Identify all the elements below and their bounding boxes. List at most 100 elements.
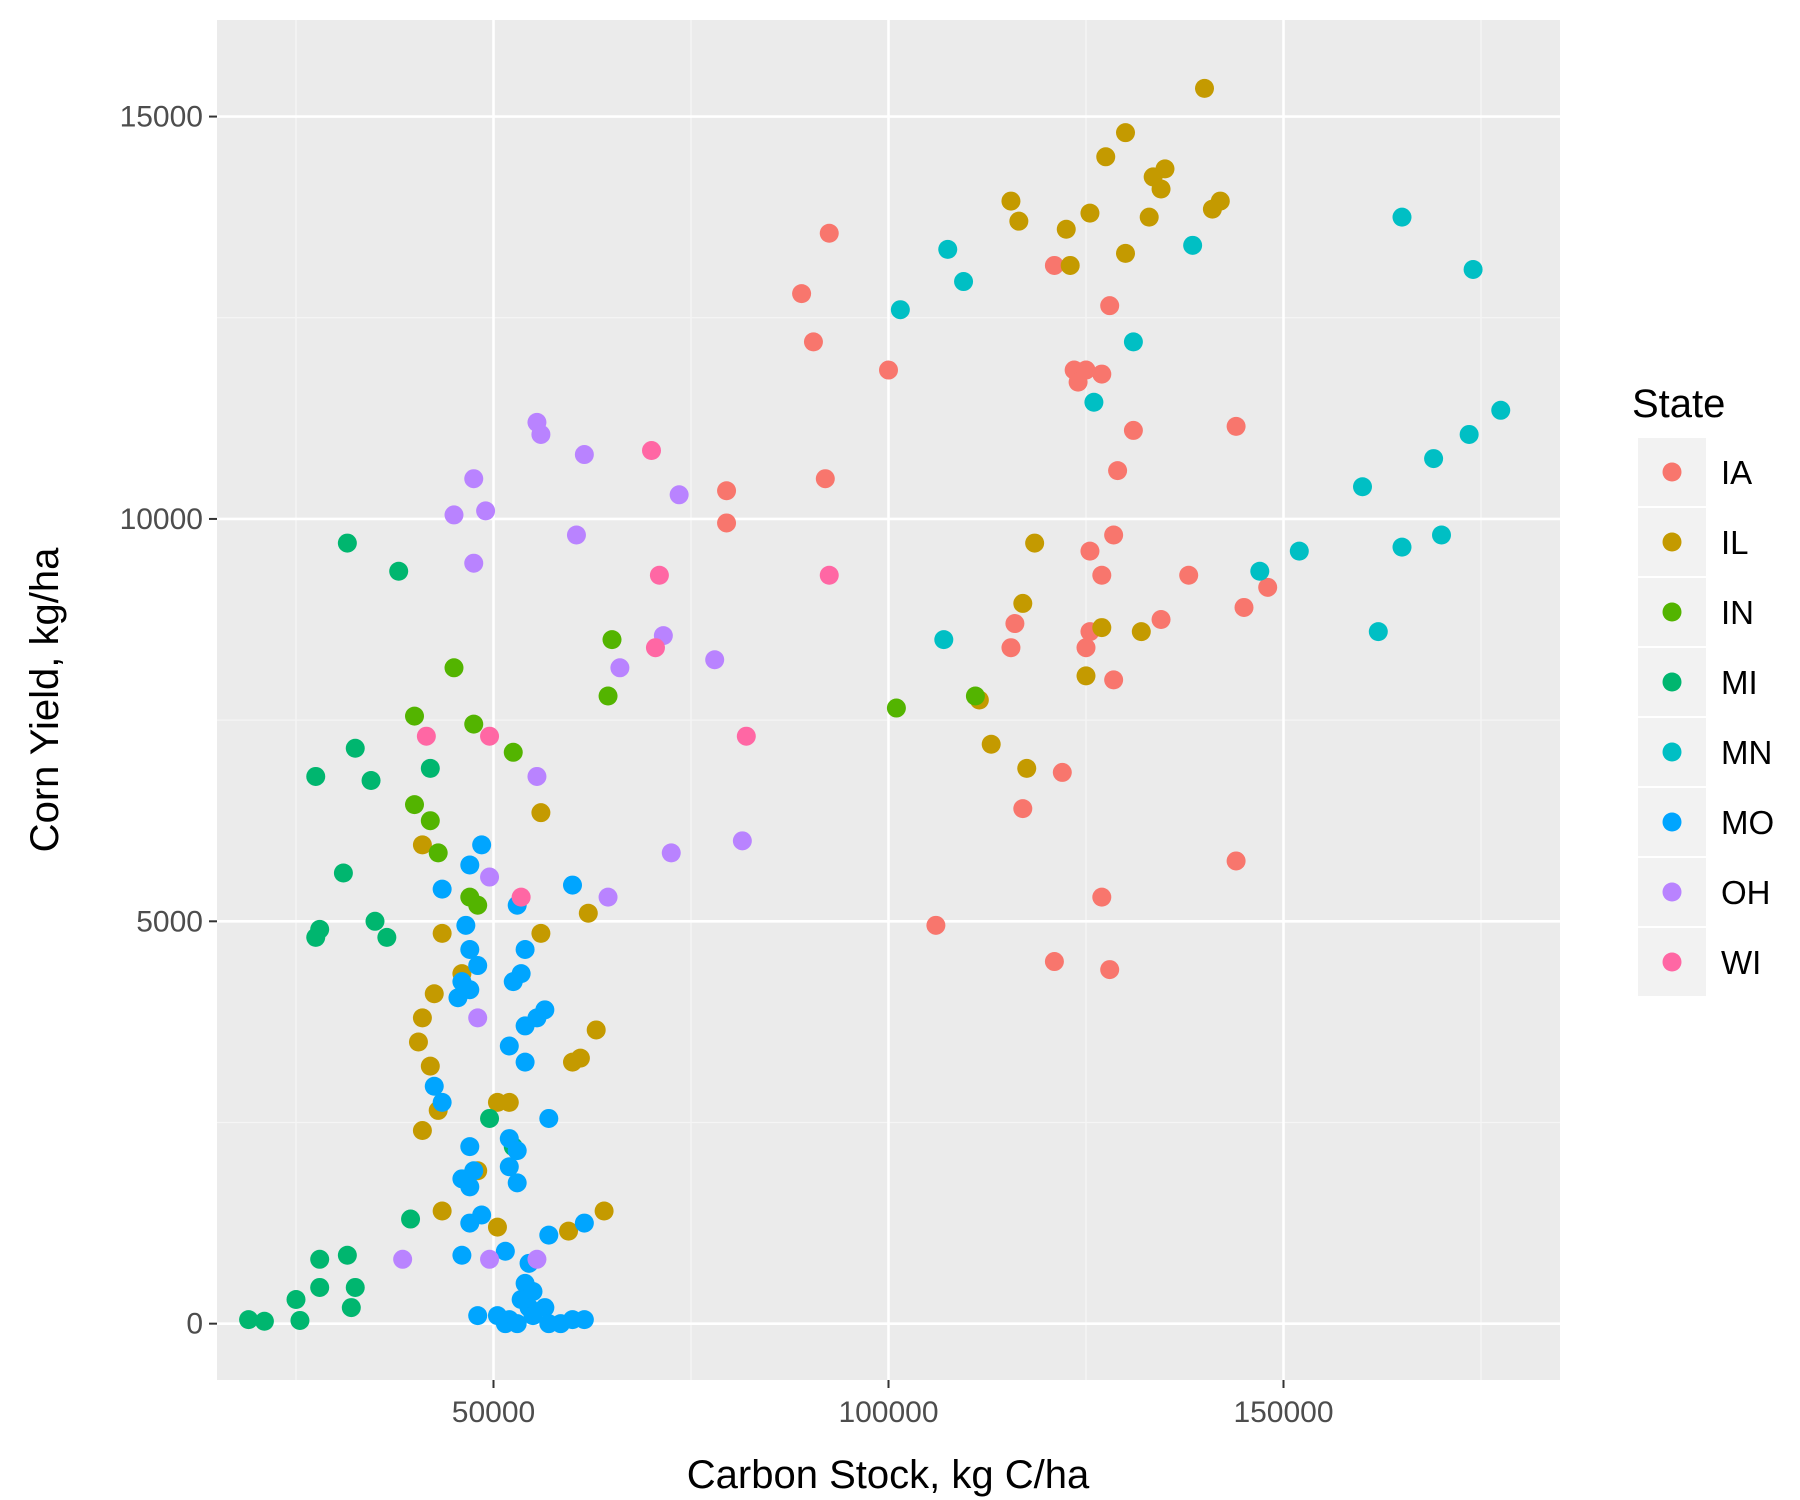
data-point: [507, 1173, 527, 1193]
data-point: [1076, 666, 1096, 686]
data-point: [480, 867, 500, 887]
data-point: [661, 843, 681, 863]
data-point: [468, 1008, 488, 1028]
data-point: [717, 513, 737, 533]
data-point: [1392, 537, 1412, 557]
data-point: [736, 726, 756, 746]
data-point: [586, 1020, 606, 1040]
data-point: [405, 795, 424, 815]
data-point: [594, 1201, 614, 1221]
data-point: [598, 887, 618, 907]
data-point: [464, 469, 484, 489]
data-point: [503, 972, 523, 992]
data-point: [934, 630, 954, 650]
series-ia: [717, 223, 1278, 980]
data-point: [819, 223, 839, 243]
data-point: [1056, 219, 1076, 239]
data-point: [1459, 424, 1479, 444]
data-point: [1009, 211, 1029, 231]
data-point: [523, 1306, 543, 1326]
data-point: [598, 686, 618, 706]
data-point: [420, 758, 440, 778]
data-point: [428, 843, 448, 863]
data-point: [460, 1177, 480, 1197]
legend-item-mn: MN: [1638, 718, 1772, 786]
data-point: [412, 835, 432, 855]
data-point: [1116, 123, 1135, 143]
data-point: [1080, 203, 1100, 223]
data-point: [527, 766, 547, 786]
legend-label: MN: [1721, 734, 1772, 771]
legend-item-wi: WI: [1638, 928, 1761, 996]
data-point: [468, 956, 488, 976]
data-point: [511, 887, 531, 907]
data-point: [1076, 360, 1096, 380]
legend-item-ia: IA: [1638, 438, 1752, 506]
data-point: [448, 988, 468, 1008]
data-point: [578, 903, 598, 923]
data-point: [1044, 952, 1064, 972]
data-point: [377, 927, 397, 947]
legend-label: MI: [1721, 664, 1758, 701]
data-point: [393, 1249, 413, 1269]
y-tick-label: 0: [186, 1308, 203, 1341]
data-point: [1100, 960, 1120, 980]
data-point: [1123, 420, 1143, 440]
data-point: [460, 1213, 480, 1233]
data-point: [1116, 243, 1135, 263]
series-mn: [890, 207, 1511, 650]
data-point: [926, 915, 946, 935]
major-gridlines: [217, 20, 1560, 1380]
data-point: [1289, 541, 1309, 561]
data-point: [1210, 191, 1230, 211]
data-point: [1013, 593, 1033, 613]
data-point: [574, 445, 594, 465]
data-point: [566, 525, 586, 545]
data-point: [1100, 296, 1120, 316]
data-point: [460, 1137, 480, 1157]
data-point: [480, 1249, 500, 1269]
data-point: [1025, 533, 1045, 553]
data-point: [890, 300, 910, 320]
data-point: [602, 630, 622, 650]
data-point: [460, 855, 480, 875]
legend-key-dot: [1662, 952, 1682, 972]
data-point: [1096, 147, 1116, 167]
data-point: [420, 1056, 440, 1076]
data-point: [365, 911, 385, 931]
data-point: [1151, 179, 1171, 199]
data-point: [389, 561, 409, 581]
data-point: [507, 1314, 527, 1334]
data-point: [954, 272, 974, 292]
data-point: [1104, 525, 1124, 545]
data-point: [1052, 762, 1072, 782]
data-point: [531, 424, 551, 444]
data-point: [432, 879, 452, 899]
data-point: [515, 1016, 535, 1036]
data-point: [499, 1036, 519, 1056]
data-point: [515, 1052, 535, 1072]
data-point: [424, 984, 444, 1004]
data-point: [1139, 207, 1159, 227]
data-point: [642, 441, 661, 461]
data-point: [1368, 622, 1388, 642]
data-point: [1234, 597, 1254, 617]
legend-label: IL: [1721, 524, 1749, 561]
data-point: [965, 686, 985, 706]
legend-key-dot: [1662, 812, 1682, 832]
data-point: [792, 284, 812, 304]
data-point: [1092, 618, 1112, 638]
data-point: [472, 835, 492, 855]
legend-key-dot: [1662, 602, 1682, 622]
data-point: [815, 469, 835, 489]
data-point: [1258, 577, 1278, 597]
data-point: [1424, 449, 1444, 469]
data-point: [886, 698, 906, 718]
data-point: [432, 1201, 452, 1221]
data-point: [1092, 887, 1112, 907]
data-point: [1179, 565, 1199, 585]
data-point: [306, 766, 326, 786]
legend-item-il: IL: [1638, 508, 1749, 576]
data-point: [563, 1052, 582, 1072]
data-point: [1195, 78, 1214, 98]
